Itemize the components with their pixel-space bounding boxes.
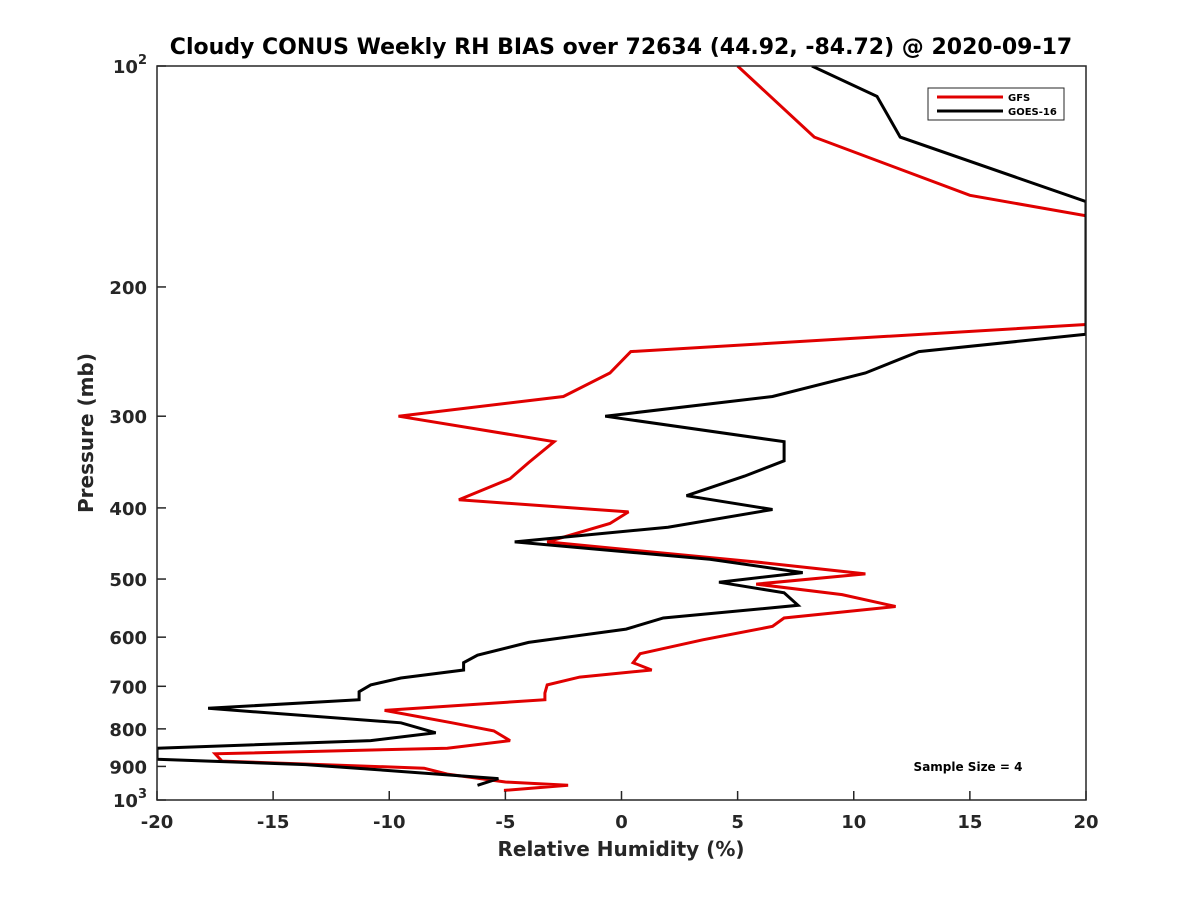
legend-label: GOES-16 bbox=[1008, 107, 1057, 118]
chart-title: Cloudy CONUS Weekly RH BIAS over 72634 (… bbox=[170, 35, 1072, 60]
y-tick-label: 500 bbox=[109, 570, 147, 591]
x-tick-label: 5 bbox=[731, 812, 744, 833]
legend-box bbox=[927, 87, 1065, 121]
series-line-goes-16 bbox=[157, 66, 1086, 787]
x-axis: -20 -15 -10 -5 0 5 10 15 20 bbox=[141, 791, 1099, 833]
y-tick-label: 103 bbox=[113, 787, 147, 812]
x-tick-label: 20 bbox=[1073, 812, 1098, 833]
x-tick-label: -20 bbox=[141, 812, 174, 833]
sample-size-annotation: Sample Size = 4 bbox=[914, 760, 1023, 774]
y-tick-exponent: 3 bbox=[138, 787, 147, 802]
y-tick-label: 300 bbox=[109, 407, 147, 428]
y-tick-exponent: 2 bbox=[138, 53, 147, 68]
legend: GFS GOES-16 bbox=[927, 87, 1065, 121]
y-tick-label: 600 bbox=[109, 628, 147, 649]
y-tick-base: 10 bbox=[113, 791, 138, 812]
y-tick-label: 700 bbox=[109, 677, 147, 698]
y-tick-label: 400 bbox=[109, 499, 147, 520]
y-tick-label: 102 bbox=[113, 53, 147, 78]
series-group bbox=[157, 66, 1086, 792]
legend-label: GFS bbox=[1008, 93, 1030, 104]
x-axis-label: Relative Humidity (%) bbox=[497, 837, 744, 861]
series-layer bbox=[157, 66, 1086, 792]
y-tick-label: 200 bbox=[109, 278, 147, 299]
y-axis-label: Pressure (mb) bbox=[74, 353, 98, 513]
y-tick-label: 800 bbox=[109, 720, 147, 741]
x-tick-label: -10 bbox=[373, 812, 406, 833]
y-tick-base: 10 bbox=[113, 57, 138, 78]
x-tick-label: 10 bbox=[841, 812, 866, 833]
x-tick-label: 15 bbox=[957, 812, 982, 833]
x-tick-label: -5 bbox=[495, 812, 515, 833]
x-tick-label: -15 bbox=[257, 812, 290, 833]
series-line-gfs bbox=[211, 66, 1086, 792]
y-tick-label: 900 bbox=[109, 757, 147, 778]
x-tick-label: 0 bbox=[615, 812, 628, 833]
